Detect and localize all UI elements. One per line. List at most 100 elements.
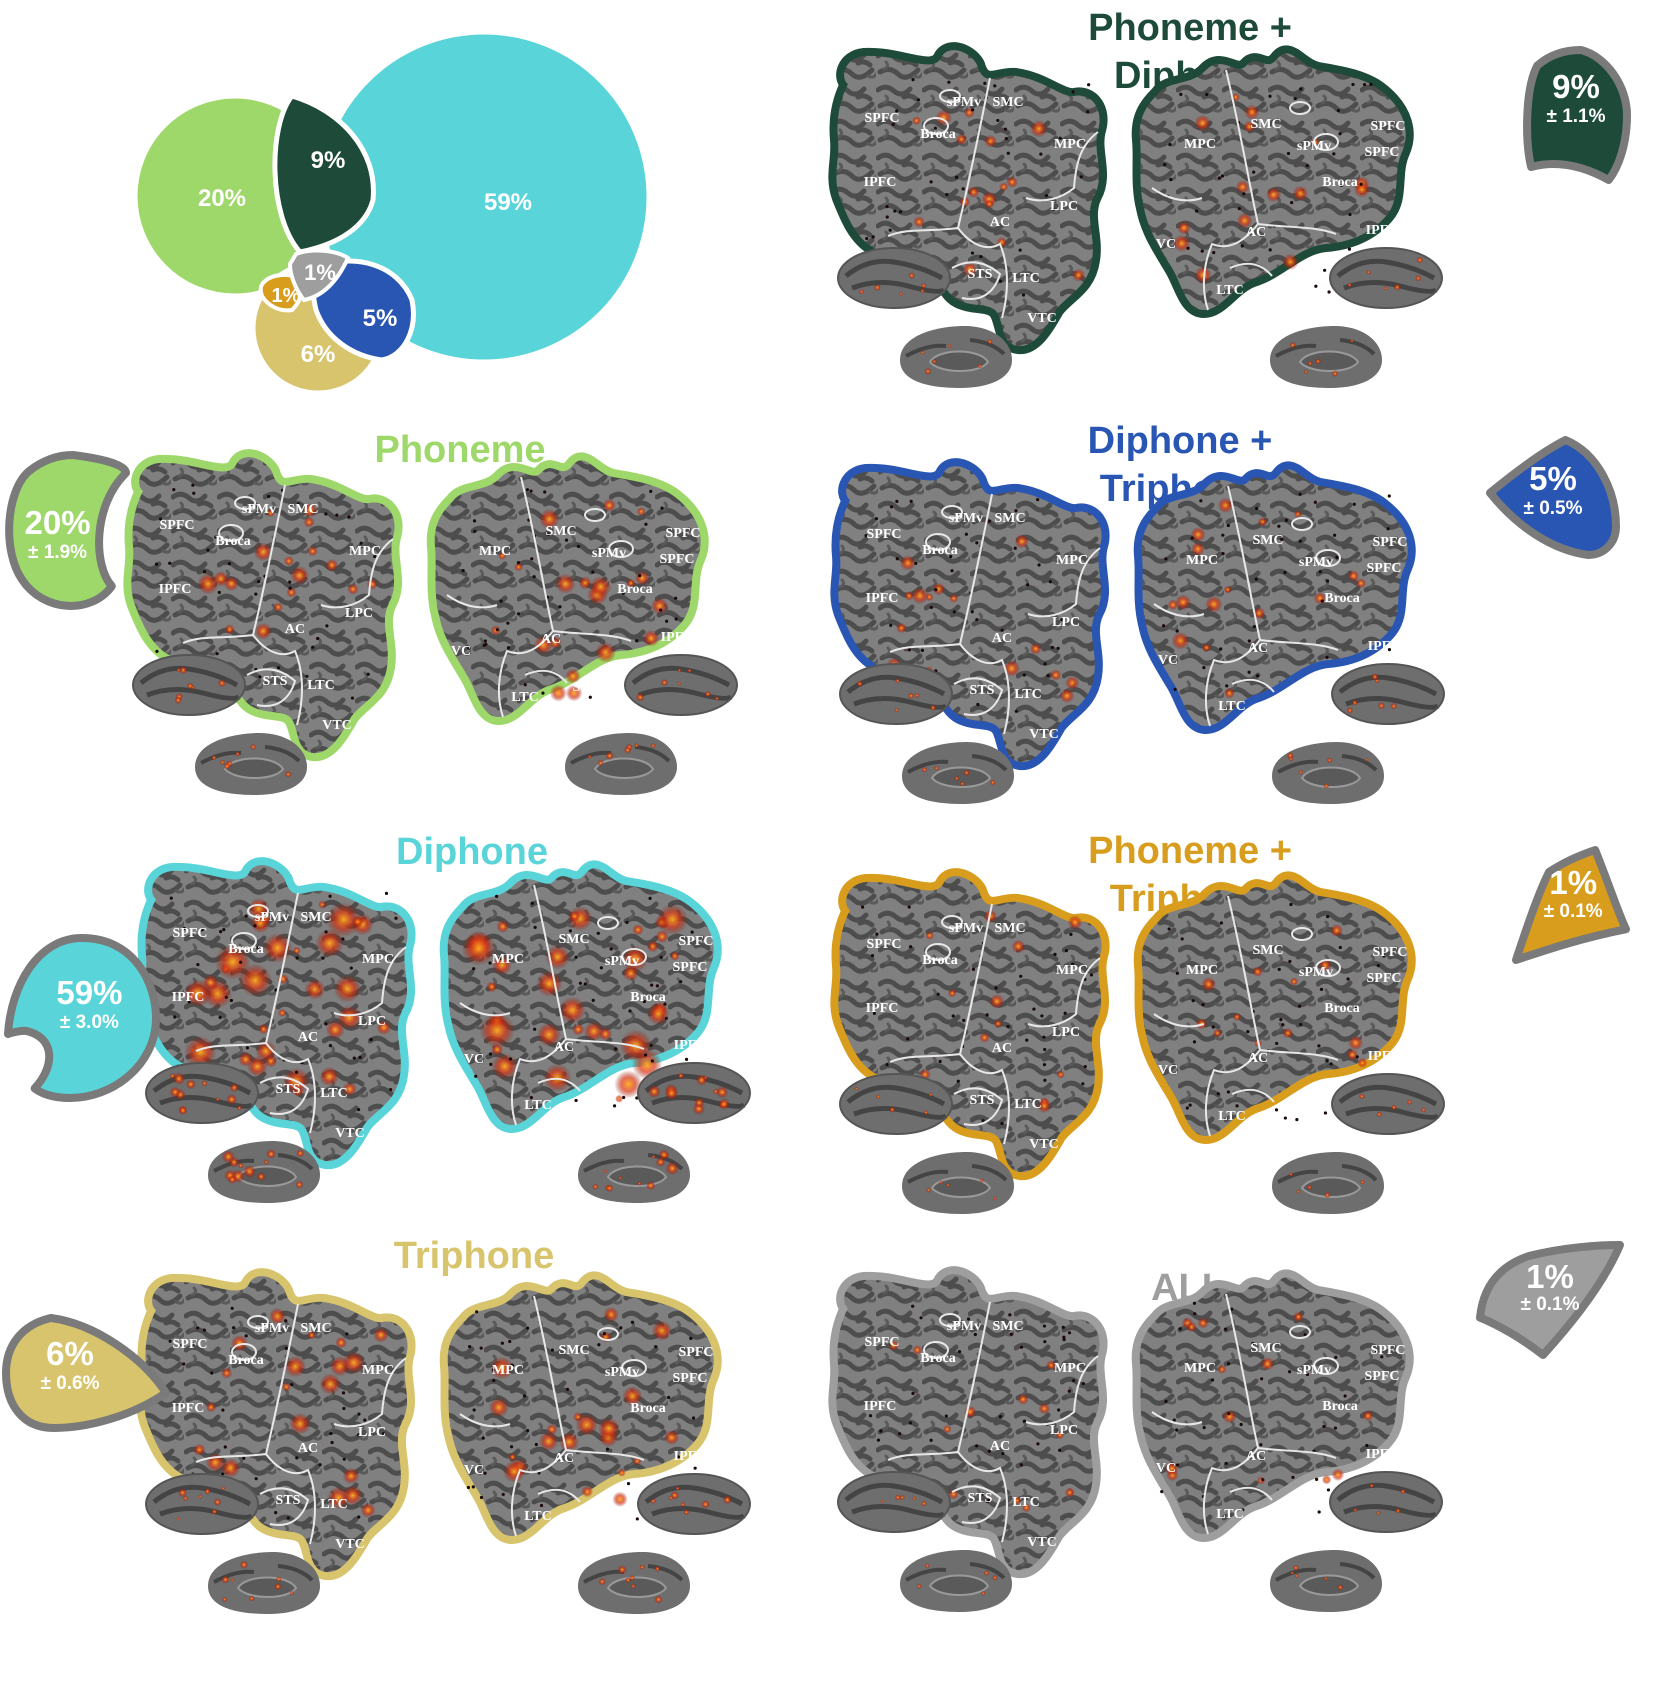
activation-dot [655,984,660,988]
activation-dot [206,548,210,552]
activation-dot [341,937,345,941]
activation-blob [650,597,669,615]
activation-blob [490,1356,514,1380]
right-hemisphere-flatmap: SMC SPFC MPC sPMv SPFC Broca VC AC IPFC LTC STS VTC [1140,1277,1406,1564]
activation-dot [665,619,669,623]
activation-dot [369,1037,373,1042]
activation-dot [525,1326,530,1330]
activation-blob [237,1162,244,1169]
activation-dot [523,683,527,687]
left-hemisphere-flatmap: SPFC sPMv SMC Broca MPC IPFC LPC AC VC STS LTC VTC [131,457,425,753]
activation-dot [267,494,271,499]
activation-blob [919,288,926,294]
roi-label: SMC [992,95,1023,110]
activation-dot [1043,1047,1047,1052]
activation-blob [612,1491,628,1507]
activation-dot [895,499,899,504]
activation-blob [247,897,270,920]
activation-blob [1235,180,1250,194]
activation-dot [1063,1011,1067,1015]
activation-dot [574,1098,578,1103]
activation-dot [1013,546,1017,550]
roi-label: sPMv [255,1321,289,1336]
activation-blob [647,1084,661,1099]
venn-label-triphone: 6% [301,341,336,368]
activation-blob [1393,283,1402,291]
activation-blob [716,1086,729,1099]
activation-dot [257,580,261,584]
activation-blob [1414,274,1422,282]
activation-dot [349,966,353,970]
activation-dot [1043,662,1047,666]
activation-blob [1346,707,1354,714]
activation-dot [975,541,979,545]
activation-dot [1362,82,1367,87]
activation-blob [185,1079,196,1090]
activation-dot [1275,1041,1279,1046]
activation-dot [1305,164,1309,168]
activation-dot [1000,1121,1004,1126]
activation-blob [1369,1483,1375,1489]
panel-diphone: Diphone SPFC sPMv SMC Broca MPC IPFC LPC AC VC STS… [4,831,750,1205]
activation-dot [510,1363,514,1367]
activation-dot [676,1455,681,1459]
activation-dot [1241,1508,1245,1512]
activation-dot [1160,1490,1164,1494]
activation-blob [931,358,938,365]
roi-label: VTC [1203,1151,1233,1166]
activation-blob [1059,688,1075,704]
roi-label: IPFC [674,1038,707,1053]
roi-label: VTC [335,1537,365,1552]
activation-dot [473,529,477,533]
activation-dot [491,1368,496,1372]
roi-label: sPMv [947,95,981,110]
activation-dot [1254,577,1258,581]
roi-label: sPMv [242,502,276,517]
activation-dot [202,1328,206,1332]
activation-blob [256,1172,266,1182]
venn-label-all: 1% [304,260,336,285]
activation-dot [533,925,537,929]
activation-blob [959,781,966,787]
activation-dot [155,562,159,566]
activation-dot [191,483,195,487]
activation-blob [626,578,636,588]
activation-blob [1006,176,1018,188]
activation-dot [1299,87,1303,91]
activation-blob [496,920,510,934]
activation-blob [213,570,229,587]
activation-dot [1288,959,1292,964]
activation-dot [311,645,315,649]
activation-dot [389,1087,393,1092]
activation-dot [1299,1023,1303,1027]
activation-blob [1217,497,1234,514]
activation-dot [1019,1345,1024,1349]
activation-dot [1259,1443,1263,1447]
activation-blob [229,1082,239,1093]
activation-blob [479,1012,515,1049]
activation-dot [1322,1424,1326,1429]
activation-dot [659,608,663,612]
roi-label: SPFC [679,1345,714,1360]
roi-label: IPFC [864,175,897,190]
activation-dot [1000,628,1004,632]
activation-blob [938,1180,944,1185]
activation-blob [1014,534,1029,549]
activation-dot [182,1362,186,1366]
activation-dot [159,517,163,521]
activation-dot [893,209,897,213]
activation-blob [949,593,959,603]
activation-dot [529,1096,533,1100]
activation-dot [929,1438,933,1442]
activation-dot [489,1062,493,1066]
activation-blob [1292,185,1309,202]
activation-dot [335,513,339,517]
roi-label: AC [992,631,1012,646]
inflated-left-medial [900,740,1016,806]
activation-blob [984,199,994,209]
activation-blob [992,1574,998,1581]
activation-dot [532,575,536,579]
activation-dot [173,1015,177,1019]
activation-dot [889,623,893,627]
activation-dot [325,624,329,628]
